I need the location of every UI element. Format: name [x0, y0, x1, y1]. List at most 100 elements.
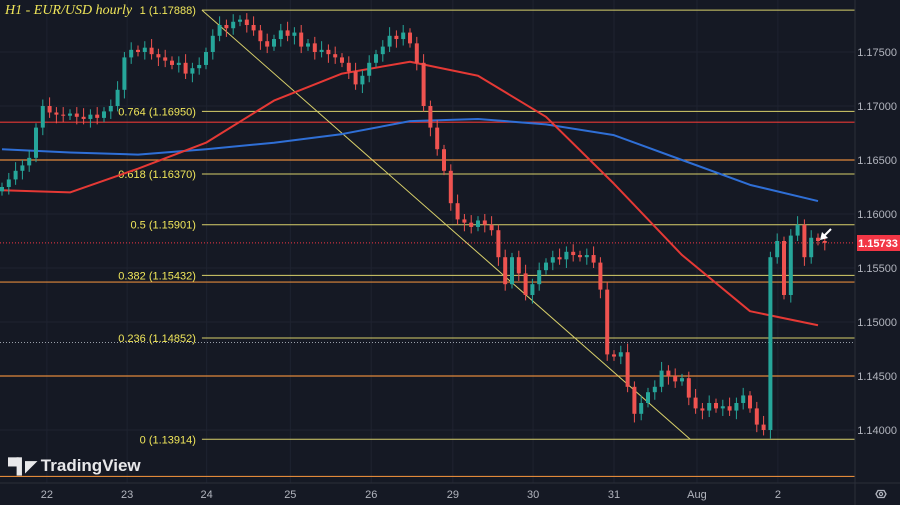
candle-down [285, 30, 290, 36]
fib-level-label: 0.382 (1.15432) [118, 270, 196, 282]
candle-down [326, 49, 331, 55]
candle-down [632, 386, 637, 414]
candle-down [816, 237, 820, 241]
candle-up [741, 395, 746, 403]
candle-up [292, 32, 297, 36]
candle-down [748, 395, 752, 409]
candle-up [360, 75, 365, 85]
fibonacci-retracement[interactable]: 1 (1.17888) 0.764 (1.16950) 0.618 (1.16370… [118, 5, 855, 446]
candle-down [428, 106, 433, 128]
time-axis[interactable]: 22 23 24 25 26 29 30 31 Aug 2 [41, 489, 781, 501]
price-tick-label: 1.16000 [857, 209, 897, 221]
candle-up [319, 49, 324, 52]
last-price-label: 1.15733 [858, 238, 898, 250]
candle-down [591, 255, 596, 263]
candle-up [142, 47, 147, 52]
candle-up [537, 270, 542, 285]
candle-up [775, 241, 780, 258]
candle-up [34, 127, 38, 158]
chart-title: H1 - EUR/USD hourly [5, 3, 133, 18]
candle-down [265, 41, 270, 47]
candle-down [516, 257, 521, 274]
price-tick-label: 1.17000 [857, 101, 897, 113]
price-axis[interactable]: 1.17500 1.17000 1.16500 1.16000 1.15500 1.150… [857, 47, 897, 437]
candle-down [802, 224, 807, 258]
price-tick-label: 1.14500 [857, 371, 897, 383]
candle-up [646, 392, 650, 403]
candle-down [333, 54, 338, 58]
candle-up [367, 62, 372, 76]
candle-down [700, 408, 705, 411]
candle-down [714, 403, 718, 409]
candle-down [156, 54, 161, 58]
candle-down [244, 19, 249, 25]
candle-down [394, 35, 399, 40]
candle-up [639, 403, 644, 414]
candle-up [510, 257, 514, 285]
candle-up [530, 284, 535, 295]
candle-up [197, 64, 202, 69]
candle-up [734, 403, 739, 411]
candle-up [788, 235, 793, 295]
candle-down [462, 219, 467, 223]
candle-up [584, 255, 589, 258]
candle-up [550, 257, 555, 263]
candle-down [346, 62, 351, 72]
candle-down [81, 116, 86, 119]
candle-down [605, 289, 610, 355]
settings-gear-icon[interactable] [875, 489, 887, 499]
candle-up [476, 220, 480, 227]
candle-down [693, 397, 698, 409]
candle-up [40, 106, 45, 128]
time-tick-label: 30 [527, 489, 539, 501]
tradingview-logo: ▀▌◤ TradingView [8, 456, 141, 476]
candle-up [176, 62, 181, 65]
price-tick-label: 1.15500 [857, 263, 897, 275]
candle-up [374, 54, 378, 63]
time-tick-label: 29 [447, 489, 459, 501]
last-price-badge: 1.15733 [857, 235, 900, 251]
candle-down [74, 113, 79, 117]
candle-down [47, 106, 52, 113]
candle-down [598, 262, 603, 290]
candles [0, 13, 827, 439]
candle-up [88, 114, 93, 119]
candle-down [421, 62, 426, 106]
candle-down [61, 114, 66, 116]
candle-down [251, 25, 256, 31]
fib-level-label: 0 (1.13914) [140, 434, 196, 446]
candle-down [666, 370, 671, 376]
price-tick-label: 1.17500 [857, 47, 897, 59]
candle-down [686, 378, 691, 398]
candle-up [122, 57, 127, 90]
candle-down [149, 47, 154, 55]
arrow-icon [820, 228, 832, 240]
fib-level-label: 1 (1.17888) [140, 5, 196, 17]
candle-up [768, 257, 773, 430]
time-tick-label: 22 [41, 489, 53, 501]
candle-up [387, 35, 392, 47]
candle-down [571, 251, 576, 256]
candle-up [564, 251, 569, 260]
candle-down [414, 43, 419, 63]
price-tick-label: 1.14000 [857, 425, 897, 437]
fib-level-label: 0.764 (1.16950) [118, 106, 196, 118]
fib-level-label: 0.5 (1.15901) [130, 220, 195, 232]
candle-down [754, 408, 759, 425]
time-tick-label: 23 [121, 489, 133, 501]
candle-down [163, 57, 168, 61]
fib-level-label: 0.236 (1.14852) [118, 333, 196, 345]
candle-up [795, 224, 800, 236]
tradingview-logo-icon: ▀▌◤ [8, 458, 37, 475]
candle-up [210, 35, 215, 52]
time-tick-label: 24 [201, 489, 213, 501]
candle-up [108, 106, 113, 112]
candle-up [720, 406, 725, 409]
candle-up [278, 30, 283, 40]
candle-down [455, 203, 460, 220]
ma-fast-line [1, 60, 819, 327]
candle-down [557, 257, 562, 260]
candle-down [469, 222, 474, 227]
fib-level-label: 0.618 (1.16370) [118, 169, 196, 181]
